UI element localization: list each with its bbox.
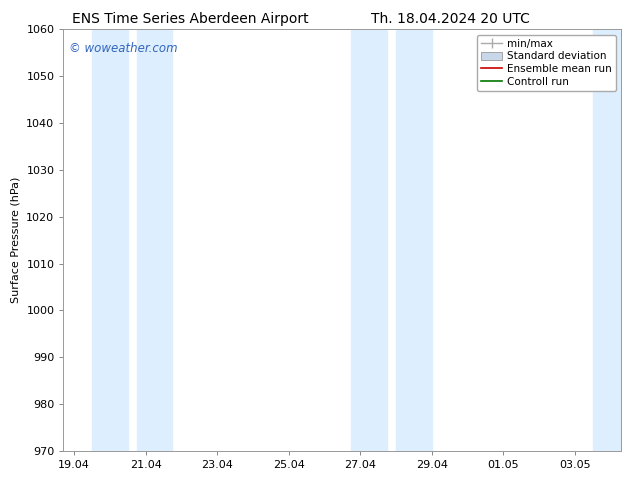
Text: © woweather.com: © woweather.com <box>69 42 178 55</box>
Bar <box>351 29 387 451</box>
Bar <box>137 29 172 451</box>
Bar <box>396 29 432 451</box>
Y-axis label: Surface Pressure (hPa): Surface Pressure (hPa) <box>11 177 21 303</box>
Bar <box>593 29 621 451</box>
Text: ENS Time Series Aberdeen Airport: ENS Time Series Aberdeen Airport <box>72 12 309 26</box>
Bar <box>92 29 128 451</box>
Legend: min/max, Standard deviation, Ensemble mean run, Controll run: min/max, Standard deviation, Ensemble me… <box>477 35 616 91</box>
Text: Th. 18.04.2024 20 UTC: Th. 18.04.2024 20 UTC <box>371 12 529 26</box>
